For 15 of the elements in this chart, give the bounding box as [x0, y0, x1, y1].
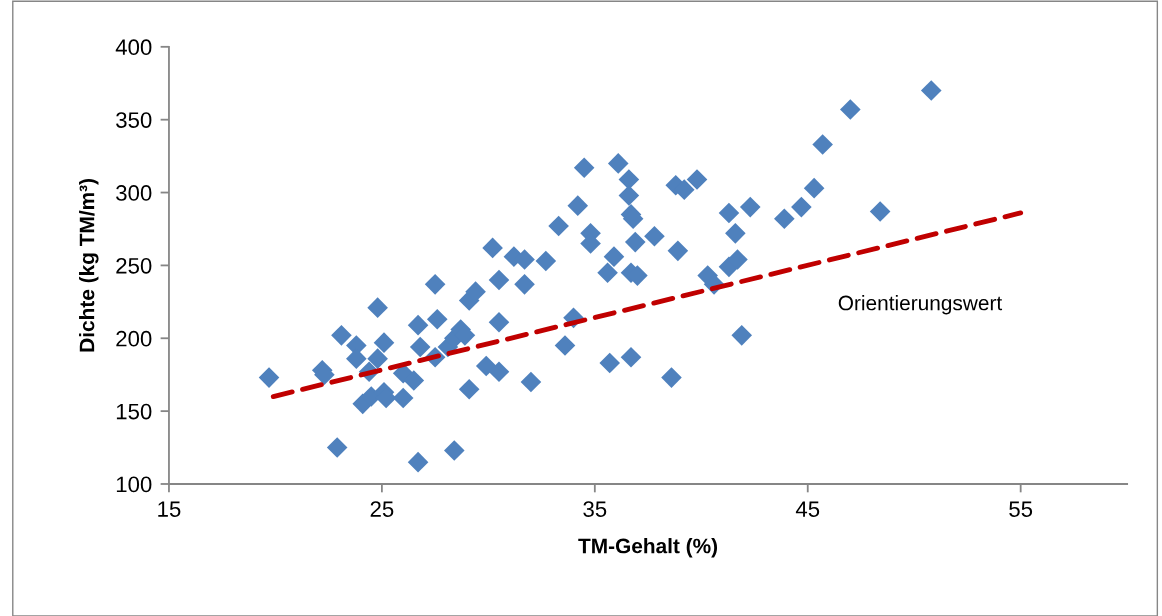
- x-tick-label: 35: [583, 501, 607, 517]
- x-tick-label: 25: [370, 501, 394, 517]
- y-tick-label: 300: [116, 185, 152, 201]
- y-tick-label: 200: [116, 330, 152, 347]
- y-axis-title: Dichte (kg TM/m³): [79, 179, 99, 352]
- y-tick-label: 350: [116, 112, 152, 128]
- series-label: Orientierungswert: [838, 295, 1003, 315]
- x-tick-label: 15: [158, 501, 181, 517]
- y-tick-label: 150: [116, 403, 152, 420]
- x-axis-title: TM-Gehalt (%): [578, 538, 718, 558]
- y-tick-label: 250: [116, 257, 152, 274]
- x-tick-label: 55: [1009, 501, 1033, 517]
- x-tick-label: 45: [795, 501, 820, 517]
- y-tick-label: 100: [116, 476, 152, 493]
- y-tick-label: 400: [115, 39, 152, 56]
